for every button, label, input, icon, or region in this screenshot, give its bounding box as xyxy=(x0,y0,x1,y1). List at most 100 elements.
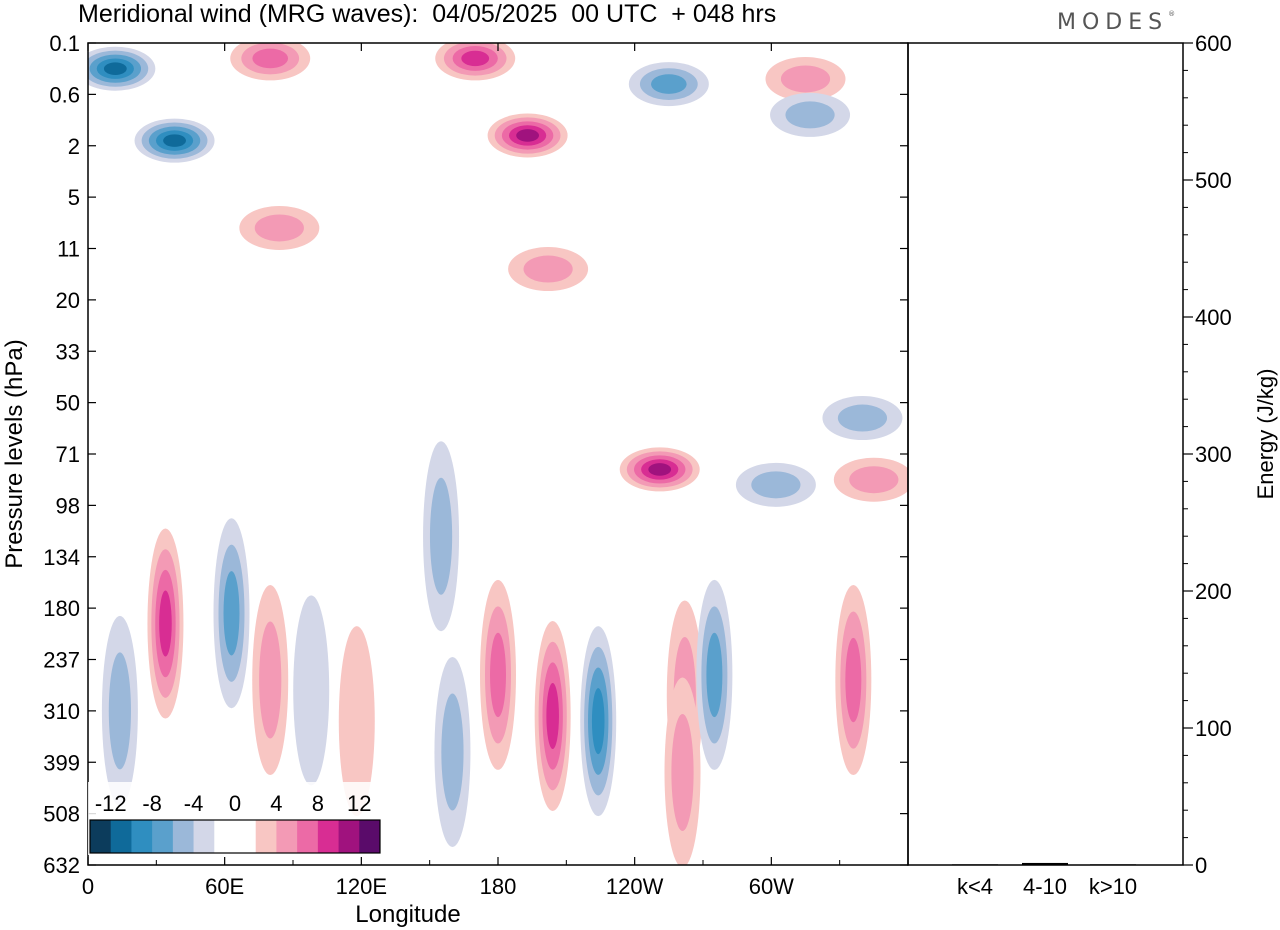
colorbar-tick-label: -12 xyxy=(95,791,127,816)
energy-category-label: 4-10 xyxy=(1023,874,1067,899)
y-tick-label: 134 xyxy=(43,545,80,570)
contour-band xyxy=(259,621,282,739)
contour-feature xyxy=(434,656,471,847)
axes: 0.1 0.6 2 5 11 20 33 50 71 98 134 180 237 310 399 508 63… xyxy=(1,31,909,928)
x-tick-label: 180 xyxy=(480,874,517,899)
colorbar-swatch xyxy=(152,820,174,853)
contour-band xyxy=(516,129,540,142)
contour-band xyxy=(706,632,723,718)
contour-feature xyxy=(213,518,250,709)
y-tick-label: 20 xyxy=(56,288,80,313)
y-tick-label: 71 xyxy=(56,442,80,467)
y-tick-label: 508 xyxy=(43,802,80,827)
contour-band xyxy=(523,255,573,283)
energy-tick-label: 200 xyxy=(1195,579,1232,604)
colorbar-swatch xyxy=(255,820,277,853)
x-tick-label: 0 xyxy=(82,874,94,899)
energy-bar xyxy=(1022,862,1068,865)
contour-feature xyxy=(735,462,816,507)
x-tick-label: 120W xyxy=(606,874,664,899)
energy-category-label: k<4 xyxy=(957,874,993,899)
energy-bar xyxy=(1090,864,1136,866)
colorbar-tick-label: 12 xyxy=(347,791,371,816)
logo-text: MODES xyxy=(1057,10,1169,35)
contour-feature xyxy=(770,92,851,137)
y-tick-label: 310 xyxy=(43,699,80,724)
contour-feature xyxy=(252,585,289,776)
x-tick-label: 60E xyxy=(205,874,244,899)
energy-category-label: k>10 xyxy=(1089,874,1137,899)
colorbar-frame xyxy=(89,819,381,854)
energy-tick-label: 0 xyxy=(1195,853,1207,878)
contour-band xyxy=(293,595,330,786)
x-axis-label: Longitude xyxy=(355,901,460,928)
x-tick-label: 120E xyxy=(336,874,387,899)
contour-band xyxy=(837,404,888,432)
contour-band xyxy=(648,463,672,476)
energy-axis-label: Energy (J/kg) xyxy=(1253,369,1278,500)
y-tick-label: 33 xyxy=(56,339,80,364)
contour-feature xyxy=(487,113,568,158)
colorbar-swatch xyxy=(235,820,257,853)
y-tick-label: 98 xyxy=(56,493,80,518)
modes-logo: MODES® xyxy=(1057,10,1175,35)
contour-band xyxy=(252,48,289,69)
contour-band xyxy=(591,688,605,755)
registered-mark: ® xyxy=(1168,10,1176,18)
colorbar-swatch xyxy=(359,820,381,853)
contour-feature xyxy=(88,46,156,91)
energy-bar xyxy=(952,864,998,866)
energy-tick-label: 500 xyxy=(1195,168,1232,193)
colorbar-tick-label: 4 xyxy=(270,791,282,816)
y-tick-label: 0.6 xyxy=(49,82,80,107)
contour-feature xyxy=(534,621,571,812)
colorbar-swatch xyxy=(110,820,132,853)
contour-feature xyxy=(338,626,375,817)
contour-band xyxy=(785,101,835,129)
contour-feature xyxy=(239,205,320,250)
colorbar-swatch xyxy=(90,820,112,853)
y-axis-label: Pressure levels (hPa) xyxy=(1,339,28,568)
contour-feature xyxy=(480,579,516,770)
energy-bars: 0 100 200 300 400 500 600 k<4 4-10 k>10 Energy (J/… xyxy=(907,31,1278,899)
colorbar-swatch xyxy=(297,820,319,853)
contour-band xyxy=(108,652,131,770)
y-tick-label: 5 xyxy=(68,185,80,210)
y-tick-label: 399 xyxy=(43,750,80,775)
colorbar-swatch xyxy=(276,820,298,853)
y-tick-label: 632 xyxy=(43,853,80,878)
energy-tick-label: 400 xyxy=(1195,305,1232,330)
energy-frame xyxy=(907,42,1184,866)
contour-feature xyxy=(147,528,184,719)
contour-feature xyxy=(835,585,872,776)
energy-tick-label: 100 xyxy=(1195,716,1232,741)
contour-band xyxy=(429,477,453,595)
contour-band xyxy=(223,571,240,656)
contour-band xyxy=(546,683,559,750)
contour-feature xyxy=(508,247,589,292)
contour-band xyxy=(441,693,464,811)
colorbar-tick-label: 8 xyxy=(312,791,324,816)
colorbar-tick-label: 0 xyxy=(229,791,241,816)
contour-feature xyxy=(230,43,311,81)
contour-feature xyxy=(765,56,846,101)
contour-feature xyxy=(664,677,701,865)
y-tick-label: 180 xyxy=(43,596,80,621)
contour-feature xyxy=(619,447,700,492)
colorbar-tick-label: -8 xyxy=(142,791,162,816)
contour-feature xyxy=(822,396,903,441)
colorbar-tick-label: -4 xyxy=(184,791,204,816)
contour-band xyxy=(490,632,506,718)
contour-feature xyxy=(423,441,460,632)
contour-feature xyxy=(134,118,215,163)
contour-band xyxy=(461,50,490,67)
x-tick-label: 60W xyxy=(749,874,794,899)
colorbar-swatch xyxy=(193,820,215,853)
contour-feature xyxy=(628,62,709,107)
y-tick-label: 50 xyxy=(56,391,80,416)
contour-band xyxy=(751,471,801,499)
contour-feature xyxy=(696,579,733,770)
colorbar-swatch xyxy=(214,820,236,853)
contour-band xyxy=(254,214,304,242)
contour-band xyxy=(845,637,862,723)
